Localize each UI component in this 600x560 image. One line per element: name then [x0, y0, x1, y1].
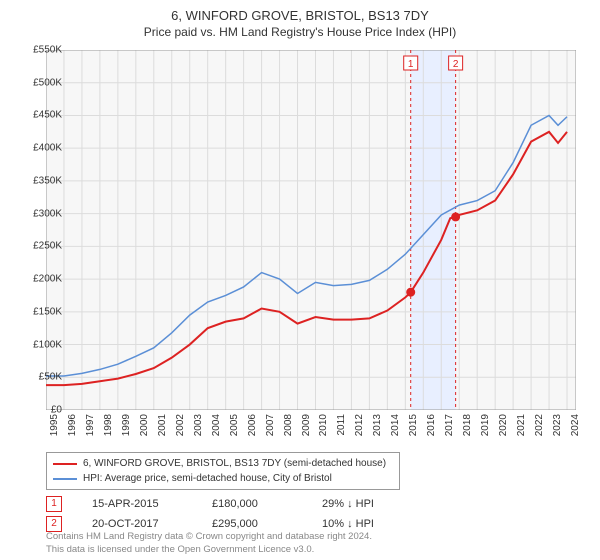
legend-row-hpi: HPI: Average price, semi-detached house,… — [53, 471, 393, 486]
legend-row-property: 6, WINFORD GROVE, BRISTOL, BS13 7DY (sem… — [53, 456, 393, 471]
chart-area: 12 — [46, 50, 576, 410]
x-tick-label: 1996 — [67, 414, 78, 436]
x-tick-label: 2014 — [390, 414, 401, 436]
y-tick-label: £50K — [39, 372, 62, 383]
svg-text:2: 2 — [453, 59, 459, 70]
x-tick-label: 2007 — [265, 414, 276, 436]
chart-container: 6, WINFORD GROVE, BRISTOL, BS13 7DY Pric… — [0, 0, 600, 560]
x-tick-label: 2018 — [462, 414, 473, 436]
legend-label-property: 6, WINFORD GROVE, BRISTOL, BS13 7DY (sem… — [83, 458, 386, 469]
marker-row-1: 1 15-APR-2015 £180,000 29% ↓ HPI — [46, 496, 374, 512]
x-tick-label: 2016 — [426, 414, 437, 436]
marker-date-2: 20-OCT-2017 — [92, 518, 182, 530]
legend: 6, WINFORD GROVE, BRISTOL, BS13 7DY (sem… — [46, 452, 400, 490]
marker-date-1: 15-APR-2015 — [92, 498, 182, 510]
legend-label-hpi: HPI: Average price, semi-detached house,… — [83, 473, 332, 484]
footer-line-2: This data is licensed under the Open Gov… — [46, 544, 372, 556]
x-tick-label: 2011 — [336, 414, 347, 436]
x-tick-label: 2009 — [301, 414, 312, 436]
marker-row-2: 2 20-OCT-2017 £295,000 10% ↓ HPI — [46, 516, 374, 532]
marker-delta-2: 10% ↓ HPI — [322, 518, 374, 530]
svg-text:1: 1 — [408, 59, 414, 70]
x-tick-label: 1998 — [103, 414, 114, 436]
plot-svg: 12 — [46, 50, 576, 410]
x-tick-label: 2021 — [516, 414, 527, 436]
marker-delta-1: 29% ↓ HPI — [322, 498, 374, 510]
legend-swatch-property — [53, 463, 77, 465]
y-tick-label: £250K — [33, 241, 62, 252]
x-tick-label: 2017 — [444, 414, 455, 436]
y-tick-label: £550K — [33, 45, 62, 56]
x-tick-label: 2001 — [157, 414, 168, 436]
y-tick-label: £300K — [33, 208, 62, 219]
x-tick-label: 2013 — [372, 414, 383, 436]
chart-title: 6, WINFORD GROVE, BRISTOL, BS13 7DY — [0, 0, 600, 23]
y-tick-label: £150K — [33, 306, 62, 317]
marker-badge-1: 1 — [46, 496, 62, 512]
x-tick-label: 2023 — [552, 414, 563, 436]
y-tick-label: £100K — [33, 339, 62, 350]
marker-price-1: £180,000 — [212, 498, 292, 510]
x-tick-label: 2024 — [570, 414, 581, 436]
x-tick-label: 2003 — [193, 414, 204, 436]
x-tick-label: 2019 — [480, 414, 491, 436]
x-tick-label: 2008 — [283, 414, 294, 436]
x-tick-label: 2020 — [498, 414, 509, 436]
x-tick-label: 2015 — [408, 414, 419, 436]
x-tick-label: 1999 — [121, 414, 132, 436]
x-tick-label: 2000 — [139, 414, 150, 436]
y-tick-label: £200K — [33, 274, 62, 285]
y-tick-label: £400K — [33, 143, 62, 154]
marker-price-2: £295,000 — [212, 518, 292, 530]
x-tick-label: 1995 — [49, 414, 60, 436]
marker-badge-2: 2 — [46, 516, 62, 532]
x-tick-label: 2012 — [354, 414, 365, 436]
y-tick-label: £450K — [33, 110, 62, 121]
x-tick-label: 2006 — [247, 414, 258, 436]
x-tick-label: 2002 — [175, 414, 186, 436]
chart-subtitle: Price paid vs. HM Land Registry's House … — [0, 23, 600, 39]
y-tick-label: £500K — [33, 77, 62, 88]
x-tick-label: 2005 — [229, 414, 240, 436]
footer-line-1: Contains HM Land Registry data © Crown c… — [46, 531, 372, 543]
x-tick-label: 2004 — [211, 414, 222, 436]
x-tick-label: 2010 — [318, 414, 329, 436]
x-tick-label: 1997 — [85, 414, 96, 436]
y-tick-label: £350K — [33, 175, 62, 186]
footer: Contains HM Land Registry data © Crown c… — [46, 531, 372, 556]
legend-swatch-hpi — [53, 478, 77, 480]
x-tick-label: 2022 — [534, 414, 545, 436]
